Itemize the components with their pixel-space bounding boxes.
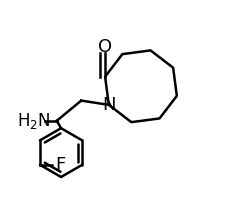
Text: O: O bbox=[98, 38, 112, 56]
Text: F: F bbox=[55, 156, 65, 174]
Text: H$_2$N: H$_2$N bbox=[17, 111, 50, 131]
Text: N: N bbox=[102, 96, 116, 114]
